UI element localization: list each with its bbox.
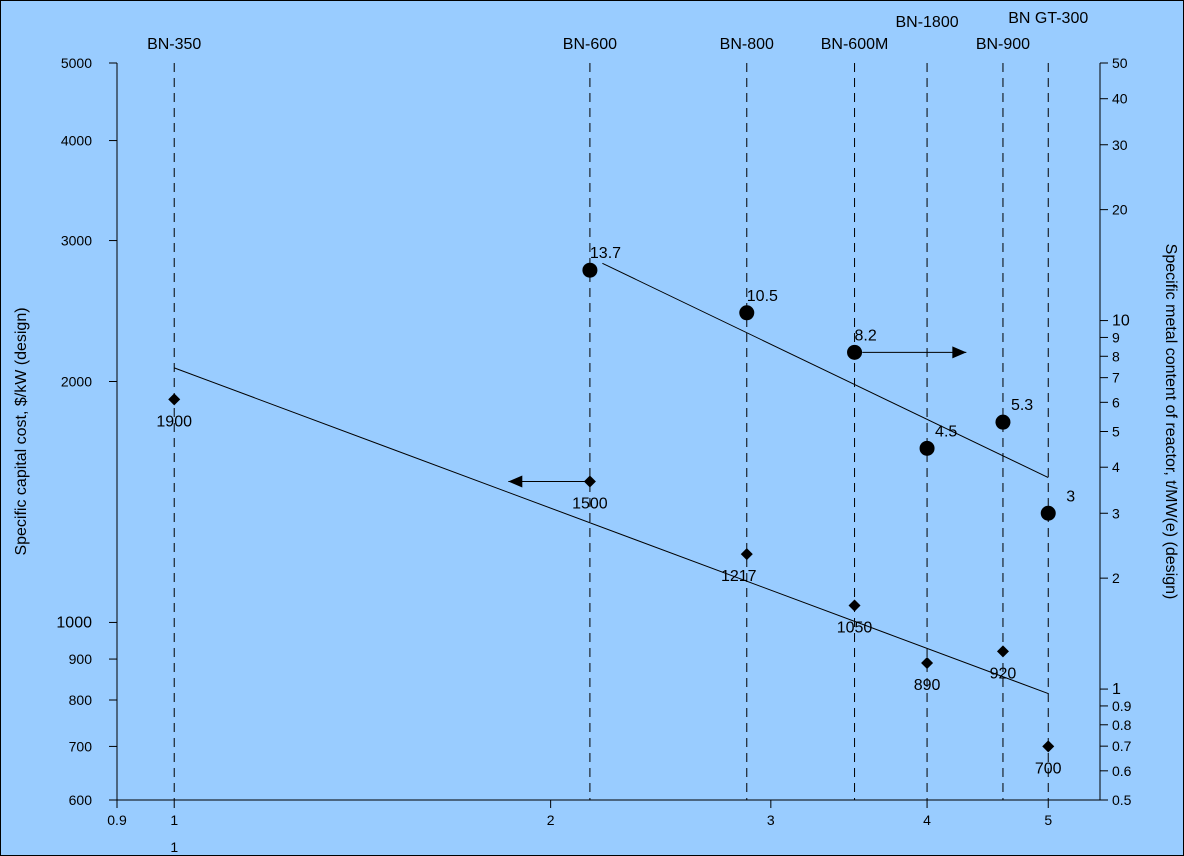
y-left-tick-label: 2000 xyxy=(61,374,92,390)
data-label: 10.5 xyxy=(747,288,778,305)
y-right-tick-label: 0.6 xyxy=(1112,763,1132,779)
reactor-label: BN-800 xyxy=(720,36,774,53)
data-label: 8.2 xyxy=(855,327,877,344)
x-tick-label: 1 xyxy=(170,812,178,828)
y-right-tick-label: 40 xyxy=(1112,91,1128,107)
y-right-tick-label: 0.9 xyxy=(1112,698,1132,714)
y-right-tick-label: 1 xyxy=(1112,681,1121,698)
data-point-circle xyxy=(582,263,597,278)
y-left-tick-label: 1000 xyxy=(56,614,92,631)
data-label: 1050 xyxy=(837,619,873,636)
data-label: 5.3 xyxy=(1011,397,1033,414)
reactor-label: BN-350 xyxy=(147,36,201,53)
data-label: 1900 xyxy=(156,413,192,430)
x-tick-label: 4 xyxy=(923,812,931,828)
data-point-circle xyxy=(920,441,935,456)
y-right-tick-label: 2 xyxy=(1112,570,1120,586)
x-tick-label: 3 xyxy=(767,812,775,828)
data-label: 700 xyxy=(1035,760,1062,777)
data-label: 3 xyxy=(1066,488,1075,505)
data-point-circle xyxy=(995,415,1010,430)
x-tick-label: 0.9 xyxy=(107,812,127,828)
y-left-axis-title: Specific capital cost, $/kW (design) xyxy=(13,307,30,555)
y-right-tick-label: 20 xyxy=(1112,202,1128,218)
y-right-tick-label: 3 xyxy=(1112,505,1120,521)
data-label: 890 xyxy=(914,677,941,694)
x-tick-label: 5 xyxy=(1044,812,1052,828)
data-point-circle xyxy=(1041,506,1056,521)
y-left-tick-label: 700 xyxy=(69,738,93,754)
y-right-tick-label: 4 xyxy=(1112,459,1120,475)
y-right-tick-label: 7 xyxy=(1112,370,1120,386)
y-left-tick-label: 4000 xyxy=(61,133,92,149)
y-right-tick-label: 10 xyxy=(1112,313,1130,330)
data-label: 1217 xyxy=(721,568,757,585)
x-tick-label: 2 xyxy=(547,812,555,828)
y-right-tick-label: 0.8 xyxy=(1112,717,1132,733)
y-left-tick-label: 600 xyxy=(69,792,93,808)
data-point-circle xyxy=(739,305,754,320)
y-right-tick-label: 8 xyxy=(1112,348,1120,364)
y-right-axis-title: Specific metal content of reactor, t/MW(… xyxy=(1162,244,1179,600)
y-right-tick-label: 9 xyxy=(1112,329,1120,345)
reactor-label: BN GT-300 xyxy=(1008,10,1088,27)
y-left-tick-label: 900 xyxy=(69,651,93,667)
data-point-circle xyxy=(847,345,862,360)
y-right-tick-label: 50 xyxy=(1112,55,1128,71)
reactor-label: BN-600M xyxy=(821,36,889,53)
reactor-label: BN-600 xyxy=(563,36,617,53)
data-label: 4.5 xyxy=(935,423,957,440)
y-right-tick-label: 5 xyxy=(1112,424,1120,440)
y-left-tick-label: 800 xyxy=(69,692,93,708)
y-right-tick-label: 6 xyxy=(1112,394,1120,410)
reactor-label: BN-1800 xyxy=(895,14,958,31)
y-left-tick-label: 5000 xyxy=(61,55,92,71)
reactor-label: BN-900 xyxy=(976,36,1030,53)
y-left-tick-label: 3000 xyxy=(61,233,92,249)
data-label: 1500 xyxy=(572,495,608,512)
data-label: 920 xyxy=(990,665,1017,682)
y-right-tick-label: 30 xyxy=(1112,137,1128,153)
y-right-tick-label: 0.5 xyxy=(1112,792,1132,808)
x-tick-label-extra: 1 xyxy=(170,839,178,855)
y-right-tick-label: 0.7 xyxy=(1112,738,1132,754)
data-label: 13.7 xyxy=(590,245,621,262)
